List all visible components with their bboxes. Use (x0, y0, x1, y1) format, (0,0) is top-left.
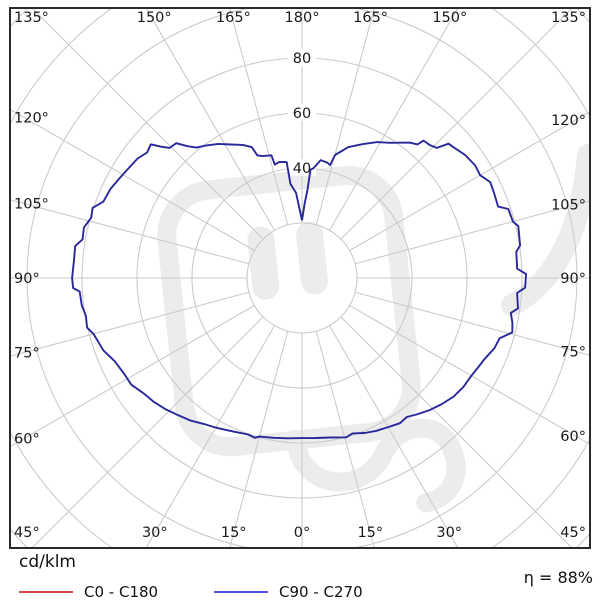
intensity-curve-C90-C270 (71, 139, 528, 440)
grid-radial-line (329, 325, 458, 547)
grid-radial-line (32, 9, 264, 240)
angle-label: 30° (436, 525, 462, 541)
angle-label: 75° (560, 344, 586, 360)
angle-label: 90° (14, 271, 40, 287)
grid-radial-line (32, 316, 264, 547)
unit-label: cd/klm (19, 552, 76, 572)
grid-radial-line (146, 325, 275, 547)
angle-label: 45° (560, 525, 586, 541)
angle-label: 15° (221, 525, 247, 541)
angle-label: 45° (14, 525, 40, 541)
polar-chart: 40 60 80 165° 150° 135° 120° 105° 90° 75° 60° 45° 30… (9, 7, 591, 549)
angle-label: 105° (551, 198, 586, 214)
ring-label-backing (288, 159, 316, 176)
angle-label: 90° (560, 271, 586, 287)
angle-label: 75° (14, 346, 40, 362)
angle-label: 105° (14, 197, 49, 213)
grid-radial-line (315, 9, 375, 226)
angle-label: 120° (551, 113, 586, 129)
grid-radial-line (146, 9, 275, 231)
grid-radial-line (349, 305, 589, 445)
grid-radial-line (11, 109, 255, 251)
grid-radial-line (354, 200, 589, 265)
legend-line-c90-c270 (214, 591, 268, 593)
chart-border (9, 7, 591, 549)
grid-radial-line (11, 305, 255, 447)
grid-radial-line (315, 330, 375, 547)
angle-label: 120° (14, 111, 49, 127)
grid-radial-line (340, 316, 572, 547)
ring-label: 60 (293, 106, 311, 122)
grid-radial-line (354, 291, 589, 356)
legend: C0 - C180 C90 - C270 (0, 582, 600, 600)
angle-labels: 165° 150° 135° 120° 105° 90° 75° 60° 45° 30° 15° 0°… (14, 10, 586, 541)
watermark-plug-pin-right (296, 221, 329, 295)
angle-label: 0° (294, 525, 310, 541)
ring-labels: 40 60 80 (288, 49, 316, 177)
angle-label: 165° (216, 10, 251, 26)
legend-label-c90-c270: C90 - C270 (279, 583, 363, 600)
efficiency-value: η = 88% (523, 568, 593, 587)
watermark-swoosh (501, 144, 589, 316)
angle-label: 30° (142, 525, 168, 541)
ring-label-backing (288, 49, 316, 66)
legend-line-c0-c180 (19, 591, 73, 593)
watermark-cord (285, 418, 466, 513)
grid-radial-line (349, 111, 589, 251)
grid-radial-line (229, 330, 289, 547)
grid-radial-line (11, 199, 250, 265)
angle-label: 150° (137, 10, 172, 26)
angle-label: 135° (14, 10, 49, 26)
grid-radial-line (329, 9, 458, 231)
grid-radial-line (229, 9, 289, 226)
grid-radial-line (340, 9, 572, 240)
angle-label: 150° (432, 10, 467, 26)
grid-radial-line (11, 291, 250, 357)
polar-diagram-svg: 40 60 80 165° 150° 135° 120° 105° 90° 75° 60° 45° 30… (9, 7, 591, 549)
angle-label: 15° (357, 525, 383, 541)
angle-label: 60° (560, 429, 586, 445)
ring-label-backing (288, 104, 316, 121)
angle-label: 180° (285, 10, 320, 26)
ring-label: 40 (293, 161, 311, 177)
angle-label: 60° (14, 432, 40, 448)
watermark-plug-pin-left (247, 226, 280, 300)
angle-label: 165° (353, 10, 388, 26)
legend-label-c0-c180: C0 - C180 (84, 583, 159, 600)
ring-label: 80 (293, 51, 311, 67)
angle-label: 135° (551, 10, 586, 26)
